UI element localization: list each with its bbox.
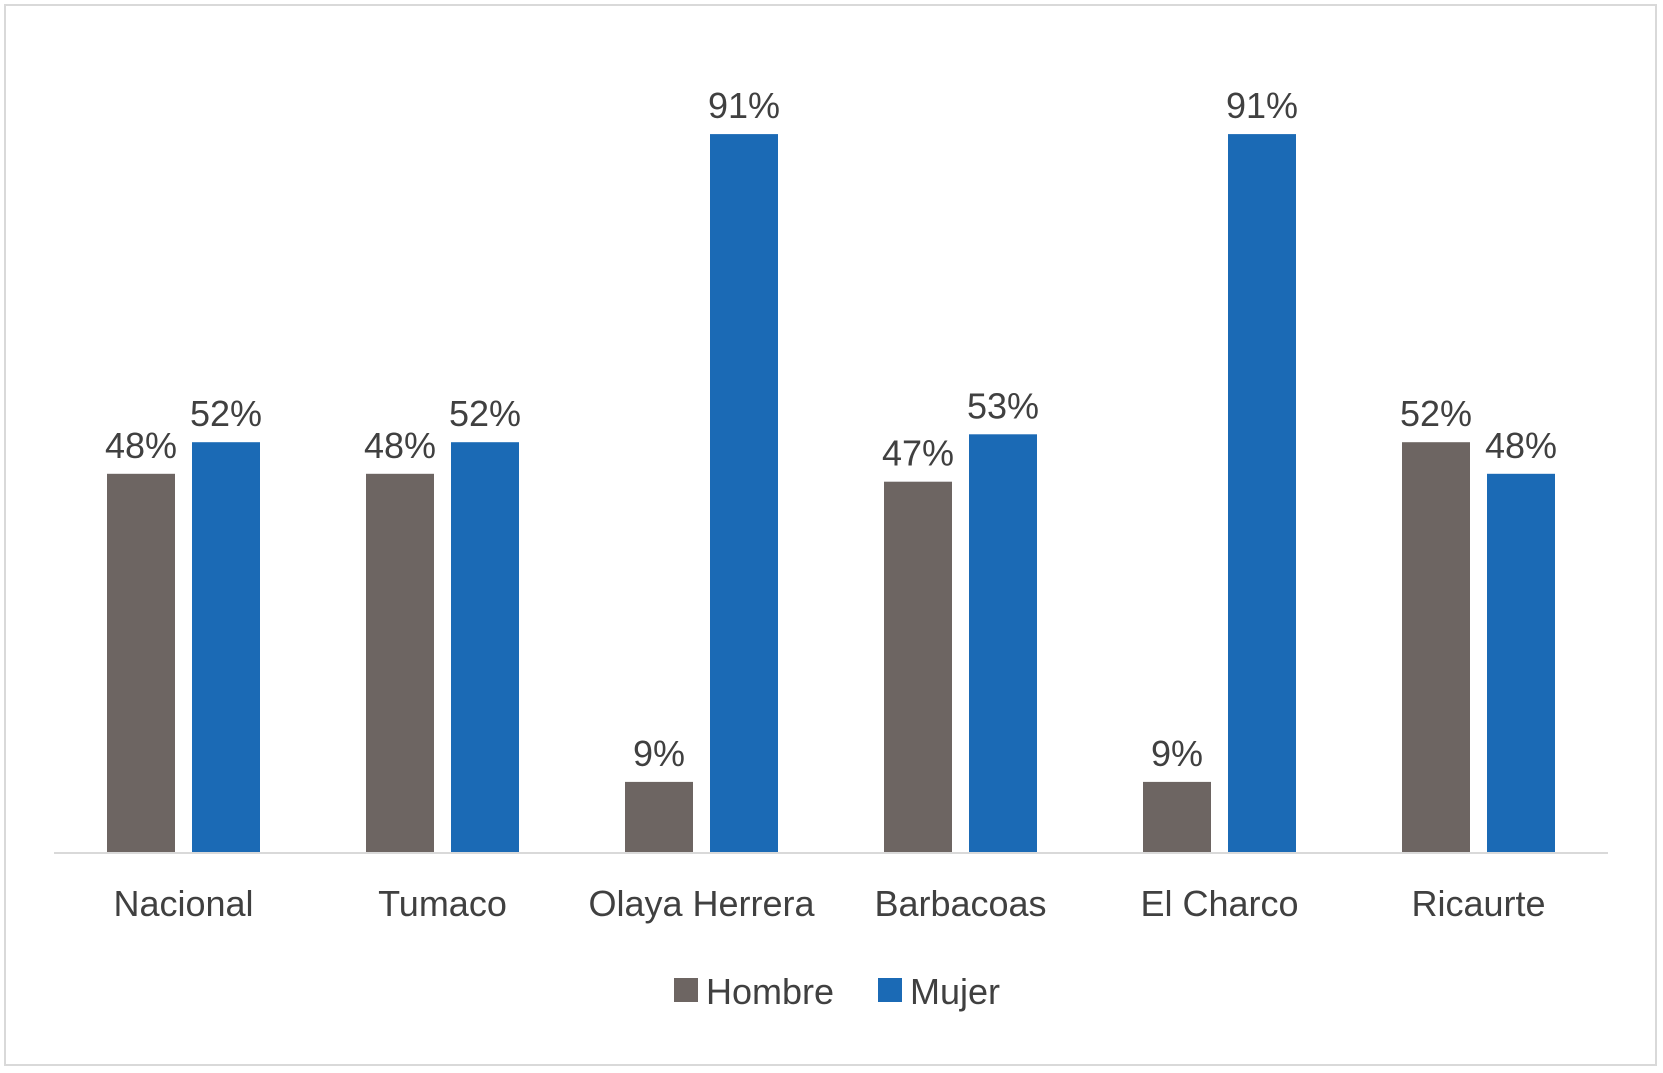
data-label-mujer-5: 48%: [1485, 425, 1557, 466]
data-label-mujer-2: 91%: [708, 85, 780, 126]
data-label-mujer-4: 91%: [1226, 85, 1298, 126]
bar-hombre-2: [625, 781, 693, 853]
chart-frame: 48% 52% 48% 52% 9% 91% 47% 53% 9% 91% 52% 48% Nacio…: [4, 4, 1657, 1066]
data-label-hombre-3: 47%: [882, 433, 954, 474]
legend-label-hombre: Hombre: [706, 971, 834, 1012]
data-label-hombre-4: 9%: [1151, 733, 1203, 774]
bar-hombre-4: [1143, 781, 1211, 853]
bars-group: [107, 134, 1555, 854]
legend-label-mujer: Mujer: [910, 971, 1000, 1012]
bar-mujer-4: [1228, 134, 1296, 854]
data-label-mujer-0: 52%: [190, 393, 262, 434]
data-label-hombre-0: 48%: [105, 425, 177, 466]
bar-chart: 48% 52% 48% 52% 9% 91% 47% 53% 9% 91% 52% 48% Nacio…: [54, 85, 1608, 1012]
category-label-2: Olaya Herrera: [588, 883, 815, 924]
data-label-mujer-3: 53%: [967, 385, 1039, 426]
category-labels-group: Nacional Tumaco Olaya Herrera Barbacoas El C…: [113, 883, 1545, 924]
category-label-3: Barbacoas: [874, 883, 1046, 924]
bar-hombre-1: [366, 473, 434, 853]
bar-mujer-5: [1487, 473, 1555, 853]
category-label-4: El Charco: [1140, 883, 1298, 924]
bar-hombre-0: [107, 473, 175, 853]
bar-mujer-3: [969, 434, 1037, 853]
category-label-5: Ricaurte: [1411, 883, 1545, 924]
category-label-1: Tumaco: [378, 883, 507, 924]
data-labels-group: 48% 52% 48% 52% 9% 91% 47% 53% 9% 91% 52% 48%: [105, 85, 1557, 774]
bar-hombre-5: [1402, 442, 1470, 853]
legend-swatch-mujer: [878, 978, 902, 1002]
data-label-hombre-2: 9%: [633, 733, 685, 774]
legend: Hombre Mujer: [674, 971, 1000, 1012]
legend-swatch-hombre: [674, 978, 698, 1002]
bar-mujer-1: [451, 442, 519, 853]
data-label-hombre-1: 48%: [364, 425, 436, 466]
bar-mujer-2: [710, 134, 778, 854]
bar-hombre-3: [884, 481, 952, 853]
bar-mujer-0: [192, 442, 260, 853]
data-label-hombre-5: 52%: [1400, 393, 1472, 434]
category-label-0: Nacional: [113, 883, 253, 924]
data-label-mujer-1: 52%: [449, 393, 521, 434]
